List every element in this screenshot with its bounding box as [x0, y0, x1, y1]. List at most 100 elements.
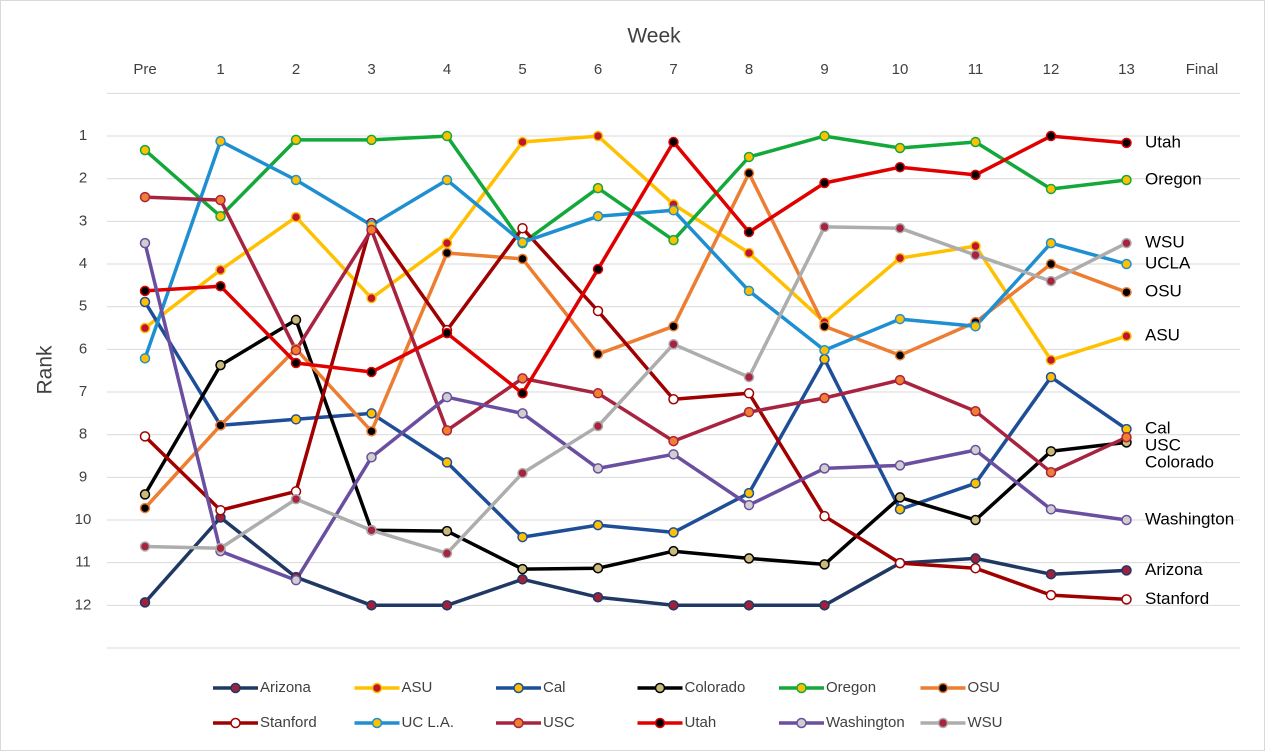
series-line — [143, 301, 1128, 539]
data-point — [894, 222, 906, 234]
data-point — [592, 348, 604, 360]
data-point — [517, 237, 528, 248]
data-point — [366, 600, 377, 611]
data-point — [743, 553, 755, 564]
data-point — [1045, 130, 1057, 142]
data-point — [1045, 504, 1057, 515]
data-point — [517, 408, 528, 419]
data-point — [970, 562, 981, 574]
data-point — [139, 489, 151, 500]
x-tick-label: 13 — [1118, 61, 1135, 78]
legend-marker — [230, 682, 241, 694]
y-tick-label: 4 — [79, 255, 87, 272]
data-point — [441, 130, 453, 142]
data-point — [668, 136, 679, 148]
data-point — [215, 359, 226, 371]
data-point — [668, 435, 679, 447]
data-point — [215, 264, 226, 276]
data-point — [592, 591, 604, 603]
data-point — [139, 502, 151, 514]
end-label: Stanford — [1145, 589, 1209, 608]
data-point — [517, 136, 528, 148]
data-point — [743, 388, 755, 399]
data-point — [668, 449, 679, 460]
end-label: Oregon — [1145, 169, 1202, 188]
series-line — [143, 139, 1127, 359]
data-point — [743, 151, 755, 163]
data-point — [1045, 446, 1057, 457]
data-point — [970, 249, 981, 261]
data-point — [894, 350, 906, 361]
data-point — [970, 321, 981, 332]
data-point — [592, 211, 604, 222]
series-line — [143, 134, 1128, 362]
data-point — [894, 252, 906, 264]
y-tick-label: 5 — [79, 298, 87, 315]
data-point — [139, 296, 151, 308]
data-point — [970, 553, 981, 564]
x-tick-label: 10 — [892, 61, 909, 78]
data-point — [1121, 258, 1132, 270]
series-line — [143, 171, 1128, 510]
end-label: USC — [1145, 436, 1181, 455]
data-point — [1045, 183, 1057, 195]
series-line — [143, 221, 1127, 602]
data-point — [290, 174, 302, 186]
x-tick-label: Final — [1186, 61, 1219, 78]
data-point — [1121, 594, 1132, 605]
data-point — [592, 305, 604, 317]
data-point — [819, 221, 830, 233]
legend-marker — [371, 682, 383, 694]
data-point — [819, 392, 830, 404]
data-point — [668, 527, 679, 538]
data-point — [668, 545, 679, 557]
legend-marker — [796, 717, 807, 729]
data-point — [592, 388, 604, 399]
data-point — [1045, 258, 1057, 270]
y-tick-label: 1 — [79, 127, 87, 144]
data-point — [819, 321, 830, 332]
legend-marker — [230, 717, 241, 729]
data-point — [517, 222, 528, 234]
data-point — [215, 542, 226, 554]
data-point — [517, 467, 528, 479]
data-point — [668, 394, 679, 405]
x-tick-label: 4 — [443, 61, 451, 78]
data-point — [441, 600, 453, 611]
data-point — [743, 247, 755, 259]
data-point — [215, 194, 226, 206]
data-point — [366, 292, 377, 304]
series-line — [144, 134, 1127, 396]
data-point — [819, 177, 830, 189]
y-tick-label: 11 — [75, 554, 91, 571]
data-point — [1121, 237, 1132, 249]
x-tick-label: 3 — [367, 61, 375, 78]
data-point — [215, 280, 226, 292]
data-point — [441, 247, 453, 259]
data-point — [366, 452, 377, 463]
data-point — [970, 240, 981, 252]
data-point — [139, 285, 151, 297]
data-point — [1045, 275, 1057, 287]
data-point — [215, 211, 226, 222]
data-point — [1045, 466, 1057, 478]
data-point — [1121, 174, 1132, 186]
data-point — [441, 327, 453, 339]
data-point — [290, 314, 302, 326]
data-point — [894, 142, 906, 154]
data-point — [894, 460, 906, 471]
y-tick-label: 9 — [79, 468, 87, 485]
y-tick-label: 6 — [79, 340, 87, 357]
data-point — [819, 510, 830, 522]
data-point — [592, 519, 604, 531]
data-point — [1121, 286, 1132, 298]
series-line — [143, 318, 1127, 571]
x-tick-label: 6 — [594, 61, 602, 78]
data-point — [366, 426, 377, 437]
data-point — [970, 136, 981, 148]
data-point — [139, 144, 151, 156]
data-point — [1045, 589, 1057, 601]
data-point — [1045, 371, 1057, 383]
data-point — [1121, 432, 1132, 443]
